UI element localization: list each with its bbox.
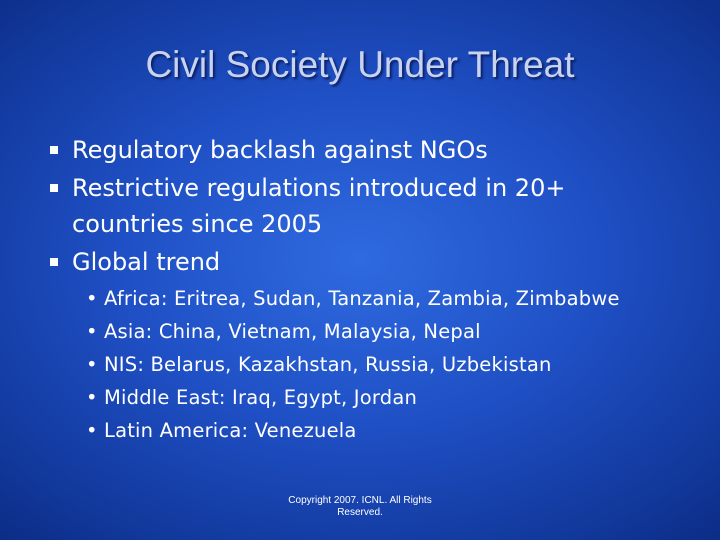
sub-bullet-text: Asia: China, Vietnam, Malaysia, Nepal bbox=[104, 320, 481, 343]
slide-title: Civil Society Under Threat bbox=[145, 44, 575, 85]
sub-bullet-marker: • bbox=[86, 419, 98, 442]
sub-bullet: • Asia: China, Vietnam, Malaysia, Nepal bbox=[86, 317, 666, 347]
sub-bullet: • NIS: Belarus, Kazakhstan, Russia, Uzbek… bbox=[86, 350, 666, 380]
sub-bullet-marker: • bbox=[86, 287, 98, 310]
bullet-text: Regulatory backlash against NGOs bbox=[72, 136, 488, 164]
sub-bullet-text: Africa: Eritrea, Sudan, Tanzania, Zambia… bbox=[104, 287, 620, 310]
bullet-marker bbox=[50, 258, 58, 266]
sub-bullet-marker: • bbox=[86, 386, 98, 409]
bullet-text: Restrictive regulations introduced in 20… bbox=[72, 174, 566, 238]
sub-bullet-text: Middle East: Iraq, Egypt, Jordan bbox=[104, 386, 418, 409]
bullet-text: Global trend bbox=[72, 248, 221, 276]
sub-bullet: • Africa: Eritrea, Sudan, Tanzania, Zambi… bbox=[86, 284, 666, 314]
bullet-marker bbox=[50, 146, 58, 154]
sub-bullet: • Middle East: Iraq, Egypt, Jordan bbox=[86, 383, 666, 413]
sub-bullet-list: • Africa: Eritrea, Sudan, Tanzania, Zambi… bbox=[86, 284, 666, 449]
bullet-list: Regulatory backlash against NGOs Restrict… bbox=[48, 132, 648, 282]
bullet: Global trend bbox=[48, 244, 648, 280]
bullet: Restrictive regulations introduced in 20… bbox=[48, 170, 648, 242]
bullet-marker bbox=[50, 184, 58, 192]
sub-bullet: • Latin America: Venezuela bbox=[86, 416, 666, 446]
footer: Copyright 2007. ICNL. All Rights Reserve… bbox=[288, 495, 432, 518]
sub-bullet-marker: • bbox=[86, 353, 98, 376]
bullet: Regulatory backlash against NGOs bbox=[48, 132, 648, 168]
sub-bullet-text: NIS: Belarus, Kazakhstan, Russia, Uzbeki… bbox=[104, 353, 552, 376]
sub-bullet-text: Latin America: Venezuela bbox=[104, 419, 357, 442]
sub-bullet-marker: • bbox=[86, 320, 98, 343]
